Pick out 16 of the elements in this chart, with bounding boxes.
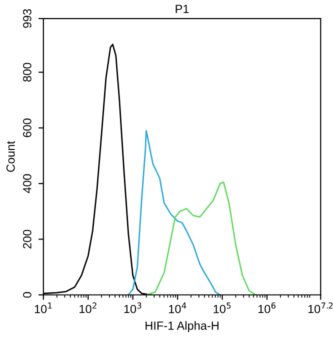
y-tick-label: 993	[23, 9, 32, 28]
y-tick-label: 600	[23, 118, 32, 138]
x-tick-label: 10$^{6}$	[258, 302, 276, 314]
x-tick-label: 10$^{3}$	[124, 302, 142, 314]
x-tick-label: 10$^{5}$	[214, 302, 231, 314]
x-axis-title: HIF-1 Alpha-H	[146, 321, 218, 332]
y-tick-label: 200	[23, 230, 32, 248]
y-axis-title: Count	[6, 141, 15, 172]
x-tick-label: 10$^{2}$	[80, 302, 96, 314]
y-tick-label: 0	[23, 292, 32, 298]
x-tick-label: 10$^{1}$	[34, 302, 52, 314]
chart-title: P1	[176, 4, 189, 13]
y-tick-label: 800	[23, 62, 32, 82]
x-tick-label: 10$^{7.2}$	[308, 302, 333, 314]
y-tick-label: 400	[23, 174, 32, 194]
x-tick-label: 10$^{4}$	[169, 302, 186, 314]
